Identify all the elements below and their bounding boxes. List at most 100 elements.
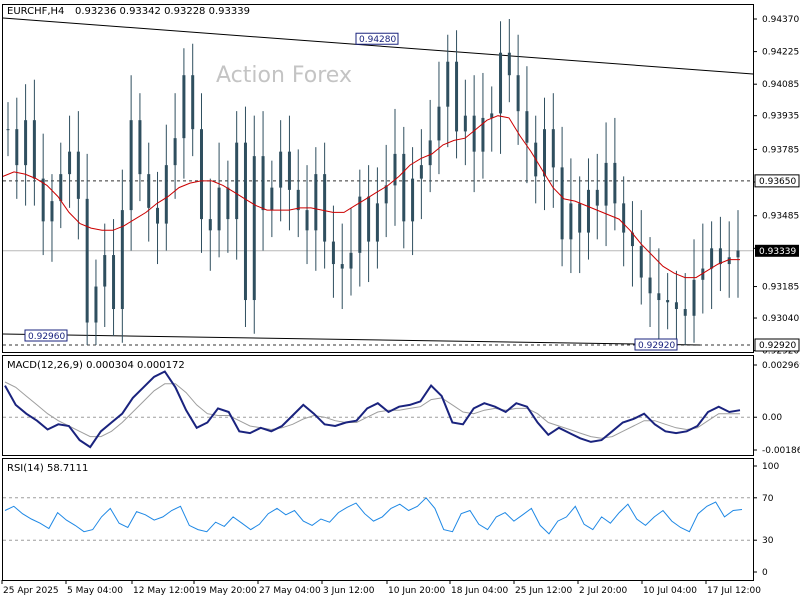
candle-body [525, 111, 529, 143]
rsi-label: RSI(14) 58.7111 [7, 463, 88, 474]
candle-body [718, 248, 722, 265]
candle-body [112, 255, 116, 310]
candle-body [164, 165, 168, 224]
candle-body [358, 196, 362, 253]
x-tick-label: 18 Jun 04:00 [451, 586, 508, 596]
price-y-tick-label: 0.94085 [762, 80, 799, 90]
rsi-y-tick-label: 30 [762, 536, 774, 546]
candle-body [481, 117, 485, 152]
trendline-lower [2, 333, 701, 346]
candle-body [138, 120, 142, 175]
candle-body [24, 120, 28, 166]
candle-body [499, 52, 503, 114]
candle-body [243, 142, 247, 301]
rsi-y-tick-label: 0 [762, 568, 768, 578]
candle-body [287, 151, 291, 190]
candle-body [463, 115, 467, 132]
candle-body [68, 151, 72, 175]
price-y-tick-label: 0.93935 [762, 112, 799, 122]
candle-body [147, 174, 151, 208]
candle-body [32, 120, 36, 179]
macd-main-line [4, 370, 741, 449]
candle-body [305, 210, 309, 231]
candle-body [103, 255, 107, 287]
x-tick-label: 3 Jun 12:00 [323, 586, 375, 596]
candle-body [490, 113, 494, 118]
current-price-label: 0.93339 [759, 247, 796, 257]
x-tick-label: 12 May 12:00 [133, 586, 195, 596]
candle-body [604, 162, 608, 206]
candle-body [551, 129, 555, 168]
price-y-tick-label: 0.93040 [762, 314, 799, 324]
candle-body [191, 75, 195, 130]
candle-body [595, 189, 599, 206]
candle-body [120, 210, 124, 310]
candle-body [569, 203, 573, 240]
price-annotation-label: 0.92920 [638, 341, 675, 351]
candle-body [226, 187, 230, 220]
candle-body [349, 252, 353, 269]
candle-body [85, 198, 89, 323]
x-tick-label: 25 Apr 2025 [3, 586, 59, 596]
candle-body [156, 207, 160, 224]
candle-body [15, 129, 19, 166]
macd-plot [3, 370, 753, 449]
moving-average-line [2, 115, 740, 279]
candle-body [182, 75, 186, 139]
candle-body [367, 196, 371, 242]
candle-body [710, 248, 714, 269]
price-annotation-label: 0.92960 [28, 332, 65, 342]
candle-body [261, 156, 265, 211]
candle-body [639, 246, 643, 278]
candle-body [516, 75, 520, 112]
current-price-box [755, 244, 799, 257]
price-plot: 0.94280 0.92960 0.92920 [2, 17, 754, 351]
candle-body [375, 203, 379, 242]
horizontal-level-label: 0.93650 [759, 177, 796, 187]
candle-body [543, 129, 547, 177]
candle-body [701, 268, 705, 280]
candle-body [419, 165, 423, 179]
candle-body [41, 178, 45, 222]
x-tick-label: 10 Jun 20:00 [388, 586, 445, 596]
candle-body [6, 129, 10, 131]
price-y-tick-label: 0.93785 [762, 145, 799, 155]
candle-body [666, 300, 670, 303]
candle-body [446, 61, 450, 107]
price-y-tick-label: 0.93485 [762, 212, 799, 222]
x-tick-label: 25 Jun 12:00 [515, 586, 572, 596]
horizontal-level-box [754, 174, 800, 188]
candle-body [657, 293, 661, 301]
x-tick-label: 2 Jul 20:00 [579, 586, 628, 596]
macd-y-tick-label: 0.002969 [762, 361, 800, 371]
candle-body [674, 302, 678, 310]
horizontal-level-label: 0.92920 [759, 341, 796, 351]
watermark: Action Forex [216, 63, 352, 88]
price-annotation-box [355, 32, 399, 45]
candle-body [692, 279, 696, 316]
candle-body [217, 187, 221, 231]
candle-body [76, 151, 80, 199]
candle-body [314, 174, 318, 231]
candle-body [648, 277, 652, 294]
candle-body [59, 174, 63, 202]
candle-body [50, 201, 54, 222]
candle-body [622, 203, 626, 233]
candle-body [393, 153, 397, 186]
symbol-label: EURCHF,H4 [7, 6, 64, 17]
candle-body [94, 286, 98, 323]
candle-body [437, 106, 441, 141]
rsi-line [4, 497, 743, 535]
candle-body [428, 140, 432, 166]
candle-body [586, 189, 590, 233]
candle-body [252, 156, 256, 301]
macd-signal-line [4, 381, 740, 439]
candle-body [384, 185, 388, 204]
candle-body [208, 219, 212, 231]
candle-body [129, 120, 133, 211]
candle-body [411, 178, 415, 222]
x-tick-label: 10 Jul 04:00 [643, 586, 697, 596]
candle-body [402, 153, 406, 222]
rsi-y-tick-label: 70 [762, 494, 774, 504]
